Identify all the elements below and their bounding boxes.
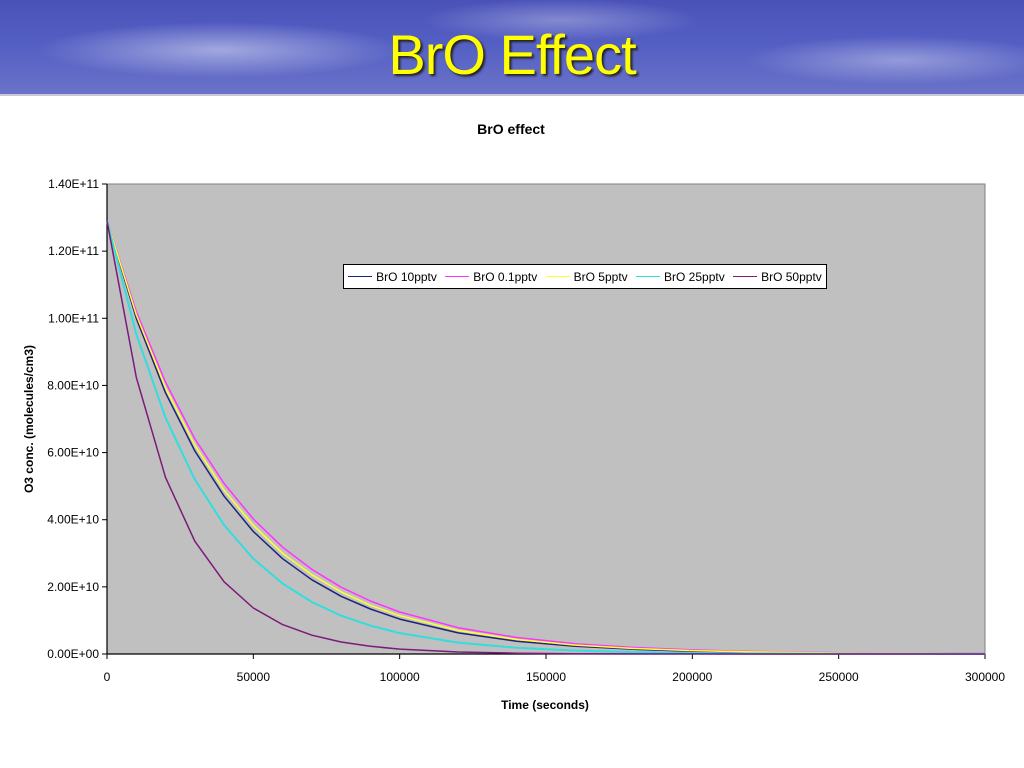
legend-label: BrO 0.1pptv xyxy=(473,269,538,284)
legend-item: BrO 0.1pptv xyxy=(445,270,537,284)
x-tick-label: 300000 xyxy=(965,670,1005,684)
chart-title: BrO effect xyxy=(477,121,545,137)
x-tick-label: 150000 xyxy=(526,670,566,684)
y-tick-label: 4.00E+10 xyxy=(47,513,99,527)
legend-swatch xyxy=(636,275,661,278)
y-tick-label: 1.40E+11 xyxy=(48,177,99,191)
y-tick-label: 0.00E+00 xyxy=(47,647,99,661)
y-tick-label: 1.20E+11 xyxy=(48,244,99,258)
series-line xyxy=(106,220,986,655)
legend-swatch xyxy=(733,275,758,278)
series-line xyxy=(106,220,985,655)
slide-title: BrO Effect xyxy=(388,23,636,86)
x-tick-label: 0 xyxy=(104,670,111,684)
legend-item: BrO 10pptv xyxy=(348,270,437,284)
y-tick-label: 1.00E+11 xyxy=(48,311,99,325)
x-tick-label: 250000 xyxy=(819,670,859,684)
legend-swatch xyxy=(545,275,570,278)
legend-label: BrO 5pptv xyxy=(573,269,628,284)
header-divider xyxy=(0,94,1024,96)
y-tick-label: 2.00E+10 xyxy=(47,580,99,594)
x-axis-label: Time (seconds) xyxy=(501,698,589,712)
series-line xyxy=(106,220,986,655)
legend-item: BrO 5pptv xyxy=(545,269,628,284)
legend-label: BrO 25pptv xyxy=(664,269,725,284)
x-tick-label: 200000 xyxy=(672,670,712,684)
y-axis-label: O3 conc. (molecules/cm3) xyxy=(22,345,36,493)
y-tick-label: 8.00E+10 xyxy=(47,378,99,392)
chart-legend: BrO 10pptv BrO 0.1pptv BrO 5pptv BrO 25pptv… xyxy=(343,264,827,289)
legend-label: BrO 10pptv xyxy=(376,269,437,284)
x-tick-label: 50000 xyxy=(237,670,271,684)
legend-item: BrO 25pptv xyxy=(636,270,725,284)
slide-header-banner: BrO Effect xyxy=(0,0,1024,94)
x-tick-label: 100000 xyxy=(380,670,420,684)
plot-area xyxy=(106,183,986,655)
legend-item: BrO 50pptv xyxy=(733,270,822,284)
legend-swatch xyxy=(348,275,373,278)
y-tick-label: 6.00E+10 xyxy=(47,446,99,460)
legend-label: BrO 50pptv xyxy=(761,269,822,284)
legend-swatch xyxy=(445,275,470,278)
